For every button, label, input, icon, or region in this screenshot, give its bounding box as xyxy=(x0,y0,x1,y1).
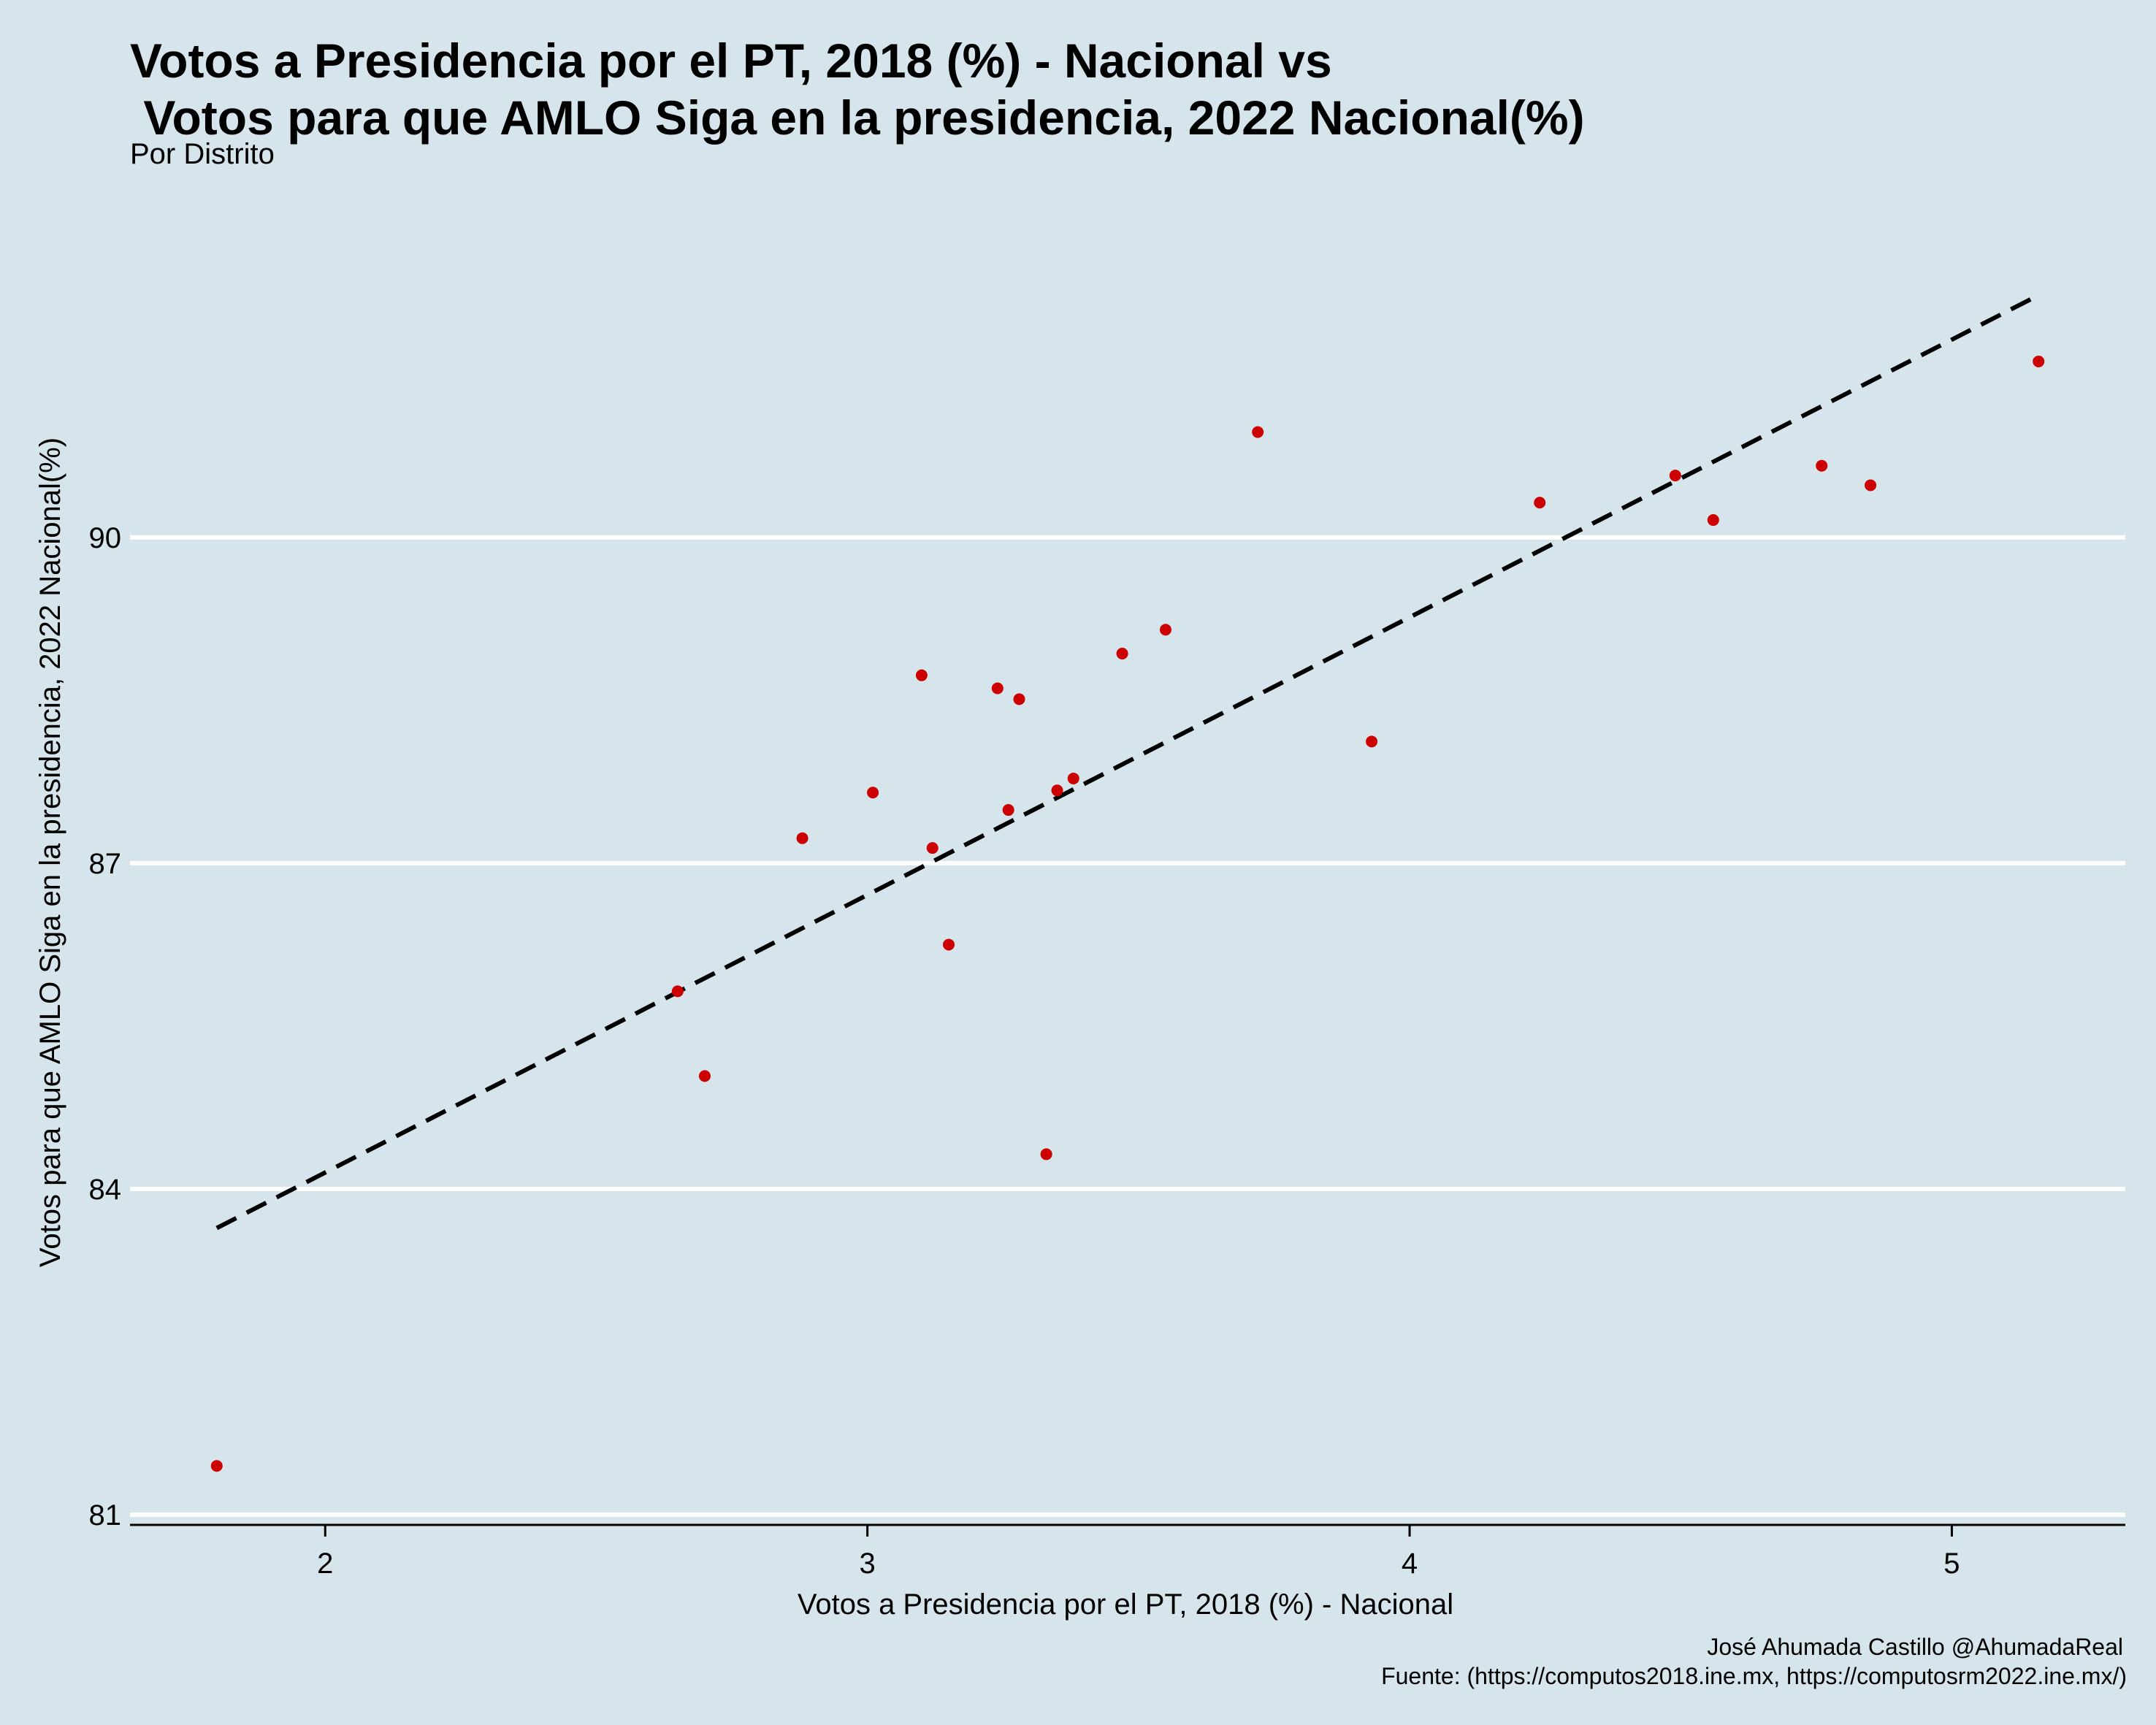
data-point xyxy=(1040,1148,1052,1160)
data-point xyxy=(671,985,684,998)
data-point xyxy=(1534,497,1546,509)
y-tick-label: 87 xyxy=(89,848,122,880)
data-point xyxy=(1252,426,1264,438)
data-point xyxy=(1366,735,1378,748)
data-point xyxy=(2033,355,2045,367)
y-axis-ticks: 81 84 87 90 xyxy=(89,522,122,1531)
data-point xyxy=(1669,470,1681,482)
x-tick-label: 2 xyxy=(317,1548,333,1580)
data-point xyxy=(796,832,808,844)
data-point xyxy=(1051,784,1063,797)
caption-author: José Ahumada Castillo @AhumadaReal xyxy=(1707,1634,2123,1660)
y-tick-label: 90 xyxy=(89,522,122,554)
data-point xyxy=(1013,693,1025,705)
caption-source: Fuente: (https://computos2018.ine.mx, ht… xyxy=(1381,1663,2127,1689)
data-point xyxy=(915,669,928,681)
y-tick-label: 81 xyxy=(89,1499,122,1531)
data-point xyxy=(1707,514,1719,527)
data-point xyxy=(1067,772,1079,784)
chart-title-line-1: Votos a Presidencia por el PT, 2018 (%) … xyxy=(130,34,1332,88)
data-point xyxy=(867,787,879,799)
y-axis-label: Votos para que AMLO Siga en la presidenc… xyxy=(34,437,66,1267)
data-point xyxy=(991,682,1004,695)
data-point xyxy=(1816,459,1828,472)
y-tick-label: 84 xyxy=(89,1174,122,1206)
x-axis-label: Votos a Presidencia por el PT, 2018 (%) … xyxy=(798,1588,1453,1621)
data-point xyxy=(698,1070,711,1082)
data-point xyxy=(1865,479,1877,492)
data-points xyxy=(210,355,2045,1472)
data-point xyxy=(210,1460,223,1472)
data-point xyxy=(926,842,939,854)
x-tick-label: 5 xyxy=(1943,1548,1960,1580)
grid-lines xyxy=(130,535,2125,1518)
data-point xyxy=(943,938,955,951)
data-point xyxy=(1116,647,1128,659)
chart-subtitle: Por Distrito xyxy=(130,138,275,170)
data-point xyxy=(1159,624,1171,636)
x-axis-ticks: 2 3 4 5 xyxy=(317,1525,1960,1580)
chart-title-line-2: Votos para que AMLO Siga en la presidenc… xyxy=(130,91,1585,145)
x-tick-label: 4 xyxy=(1402,1548,1418,1580)
data-point xyxy=(1002,804,1014,816)
x-tick-label: 3 xyxy=(860,1548,876,1580)
trend-line xyxy=(215,293,2040,1231)
